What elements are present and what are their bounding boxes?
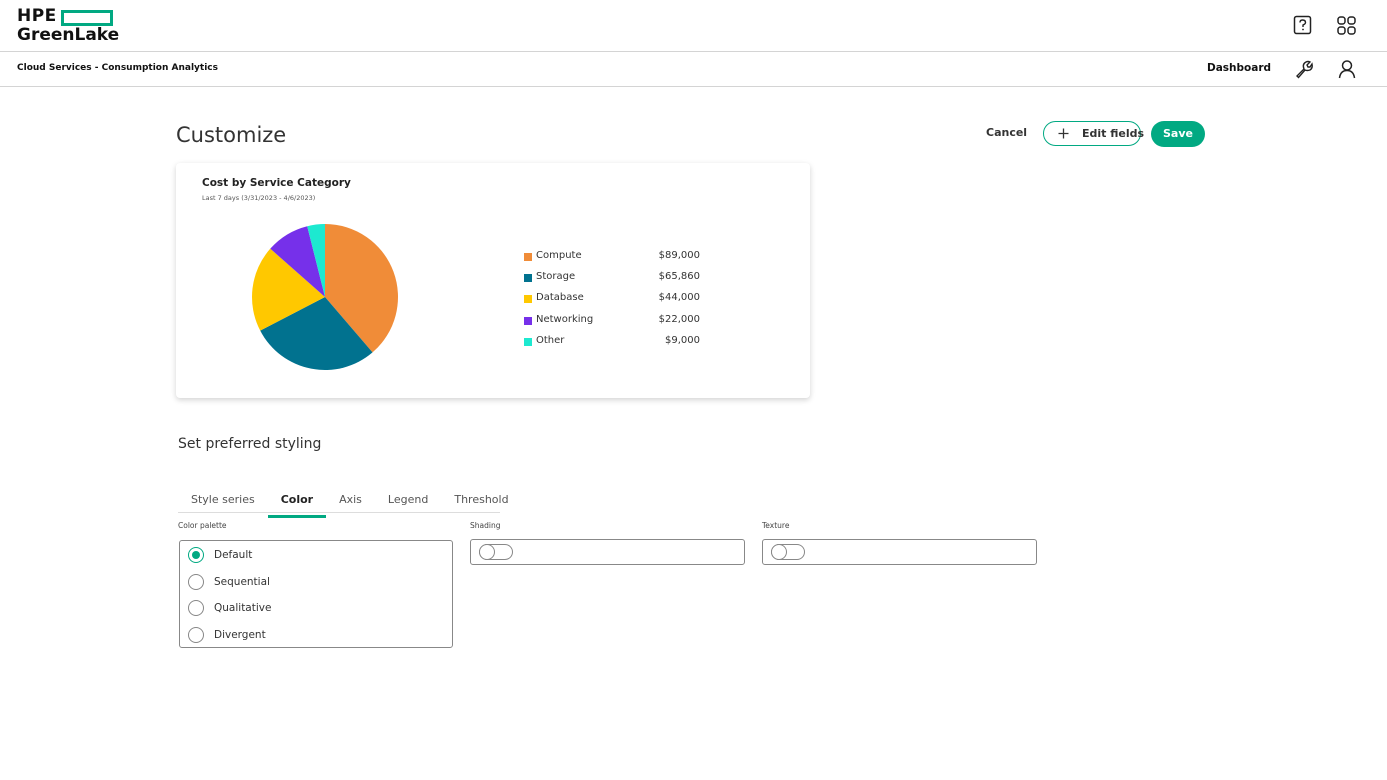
tab[interactable]: Color bbox=[267, 493, 327, 518]
legend-label: Compute bbox=[536, 250, 582, 261]
legend: Compute $89,000 Storage $65,860 Database $44,… bbox=[524, 250, 704, 356]
page-title: Customize bbox=[176, 123, 287, 147]
divider bbox=[0, 86, 1387, 87]
user-icon[interactable] bbox=[1337, 59, 1357, 79]
legend-item: Networking $22,000 bbox=[524, 314, 704, 335]
legend-item: Other $9,000 bbox=[524, 335, 704, 356]
pie-slice bbox=[260, 297, 373, 370]
legend-label: Networking bbox=[536, 313, 594, 325]
toggle-knob bbox=[771, 544, 787, 560]
radio-circle bbox=[188, 547, 204, 563]
chart-title: Cost by Service Category bbox=[202, 177, 351, 189]
radio-group: Default Sequential Qualitative Divergent bbox=[179, 540, 453, 648]
field-label: Color palette bbox=[178, 521, 227, 530]
value-label: $9,000 bbox=[665, 334, 700, 346]
radio-circle bbox=[188, 573, 204, 590]
legend-swatch bbox=[524, 295, 532, 304]
logo-mark bbox=[61, 10, 113, 26]
button-label: Save bbox=[1163, 127, 1193, 140]
help-icon[interactable] bbox=[1293, 15, 1313, 35]
tab[interactable]: Axis bbox=[339, 493, 362, 506]
divider bbox=[0, 51, 1387, 52]
legend-swatch bbox=[524, 253, 532, 261]
apps-icon[interactable] bbox=[1337, 16, 1357, 36]
pie-slice bbox=[307, 224, 325, 297]
pie-slice bbox=[325, 224, 398, 353]
radio-circle bbox=[188, 626, 204, 643]
pie-slice bbox=[270, 226, 325, 297]
value-label: $65,860 bbox=[658, 271, 700, 283]
radio-option[interactable]: Divergent bbox=[180, 621, 452, 648]
legend-swatch bbox=[524, 274, 532, 283]
legend-item: Compute $89,000 bbox=[524, 250, 704, 271]
logo-text: GreenLake bbox=[17, 25, 120, 45]
chart-card: Cost by Service Category Last 7 days (3/… bbox=[176, 163, 810, 398]
shading-field bbox=[470, 539, 745, 565]
tab-bar: Style series Color Axis Legend Threshold bbox=[178, 488, 509, 518]
button-label: Edit fields bbox=[1082, 127, 1145, 140]
tab[interactable]: Style series bbox=[191, 493, 255, 506]
logo-text: HPE bbox=[17, 6, 57, 26]
radio-option[interactable]: Qualitative bbox=[180, 594, 452, 621]
section-title: Set preferred styling bbox=[178, 436, 322, 452]
legend-swatch bbox=[524, 316, 532, 325]
breadcrumb: Cloud Services - Consumption Analytics bbox=[17, 63, 218, 73]
radio-label: Default bbox=[214, 549, 253, 561]
chart-subtitle: Last 7 days (3/31/2023 - 4/6/2023) bbox=[202, 194, 316, 202]
texture-field bbox=[762, 539, 1037, 565]
nav-link[interactable]: Dashboard bbox=[1207, 62, 1272, 74]
tab[interactable]: Legend bbox=[387, 493, 429, 506]
plus-icon bbox=[1058, 128, 1069, 139]
save-button[interactable]: Save bbox=[1151, 121, 1205, 147]
legend-item: Storage $65,860 bbox=[524, 271, 704, 292]
toggle-knob bbox=[479, 544, 495, 560]
tab[interactable]: Threshold bbox=[454, 493, 509, 506]
pie-slice bbox=[252, 248, 325, 331]
legend-label: Other bbox=[536, 334, 565, 346]
legend-item: Database $44,000 bbox=[524, 292, 704, 313]
edit-fields-button[interactable]: Edit fields bbox=[1043, 121, 1145, 146]
legend-swatch bbox=[524, 337, 532, 346]
legend-label: Database bbox=[536, 292, 584, 304]
radio-label: Divergent bbox=[214, 628, 266, 641]
field-label: Shading bbox=[470, 521, 501, 530]
value-label: $89,000 bbox=[658, 250, 700, 261]
radio-option[interactable]: Sequential bbox=[180, 568, 452, 595]
tools-icon[interactable] bbox=[1294, 59, 1314, 79]
value-label: $44,000 bbox=[658, 292, 700, 304]
radio-label: Qualitative bbox=[214, 602, 272, 615]
field-label: Texture bbox=[762, 521, 790, 530]
legend-label: Storage bbox=[536, 271, 576, 283]
pie-chart bbox=[252, 224, 398, 370]
value-label: $22,000 bbox=[658, 313, 700, 325]
radio-label: Sequential bbox=[214, 575, 270, 588]
radio-option[interactable]: Default bbox=[180, 541, 452, 568]
cancel-button[interactable]: Cancel bbox=[986, 126, 1028, 139]
radio-circle bbox=[188, 600, 204, 617]
